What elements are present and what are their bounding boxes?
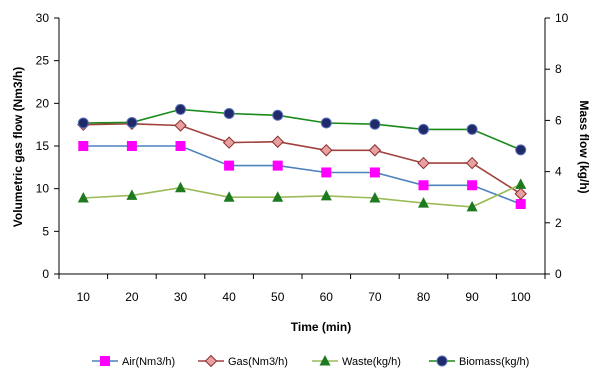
series-line-gas	[83, 122, 522, 195]
data-point-gas	[174, 119, 187, 132]
legend-marker-swatch	[204, 354, 218, 368]
legend-label: Air(Nm3/h)	[122, 356, 175, 368]
data-point-air	[224, 160, 235, 171]
y-left-tick-label: 5	[42, 224, 49, 238]
data-point-biomass	[126, 116, 138, 128]
x-tick-label: 70	[368, 290, 382, 304]
y-left-tick-label: 10	[36, 182, 50, 196]
x-tick-label: 80	[417, 290, 431, 304]
legend-item-air: Air(Nm3/h)	[92, 356, 175, 368]
data-point-waste	[77, 191, 89, 203]
legend-item-gas: Gas(Nm3/h)	[198, 354, 288, 368]
y-left-tick-label: 25	[36, 54, 50, 68]
x-tick-label: 90	[465, 290, 479, 304]
x-axis-title: Time (min)	[291, 320, 351, 334]
data-point-biomass	[515, 144, 527, 156]
x-tick-label: 50	[271, 290, 285, 304]
data-point-air	[321, 167, 332, 178]
data-point-air	[467, 180, 478, 191]
data-point-waste	[515, 178, 527, 189]
y-right-tick-label: 4	[555, 165, 562, 179]
y-axis-title-left: Volumetric gas flow (Nm3/h)	[11, 67, 25, 227]
data-point-gas	[417, 156, 430, 170]
legend-item-waste: Waste(kg/h)	[312, 355, 401, 368]
data-point-air	[418, 180, 429, 191]
data-point-waste	[126, 189, 138, 200]
chart-axes: 0 5 10 15 20 25 30 0 2 4 6 8 10 10 20 30 40 50 60 70 80 90 100	[36, 11, 569, 304]
data-point-gas	[271, 135, 284, 148]
x-tick-label: 40	[222, 290, 236, 304]
legend: Air(Nm3/h) Gas(Nm3/h) Waste(kg/h) Biomass(k…	[92, 354, 529, 368]
data-point-air	[515, 199, 526, 210]
data-point-air	[78, 141, 89, 151]
data-point-gas	[320, 144, 333, 157]
y-left-tick-label: 15	[36, 139, 50, 153]
data-point-biomass	[77, 117, 89, 129]
data-point-waste	[223, 191, 235, 202]
data-point-air	[126, 141, 137, 151]
data-point-biomass	[418, 123, 429, 135]
y-left-tick-label: 30	[36, 11, 50, 25]
legend-marker-swatch	[319, 355, 331, 366]
data-point-biomass	[175, 103, 186, 115]
data-point-waste	[175, 181, 186, 193]
data-point-gas	[465, 156, 479, 170]
x-tick-label: 10	[77, 290, 91, 304]
data-point-waste	[320, 189, 332, 201]
legend-marker-swatch	[436, 355, 448, 367]
series-line-biomass	[83, 108, 522, 151]
data-point-waste	[272, 191, 284, 202]
legend-label: Gas(Nm3/h)	[228, 356, 288, 368]
data-point-biomass	[272, 109, 284, 121]
x-tick-label: 100	[511, 290, 531, 304]
data-point-waste	[369, 191, 381, 203]
data-point-biomass	[223, 107, 235, 119]
y-right-tick-label: 8	[555, 62, 562, 76]
x-tick-label: 20	[125, 290, 139, 304]
series-line-air	[83, 145, 521, 205]
data-point-gas	[368, 144, 382, 157]
y-left-tick-label: 20	[36, 96, 50, 110]
series-line-waste	[83, 183, 522, 208]
x-tick-label: 30	[174, 290, 188, 304]
y-axis-title-right: Mass flow (kg/h)	[577, 100, 591, 193]
data-point-air	[272, 160, 283, 171]
data-point-biomass	[320, 117, 332, 129]
data-point-air	[175, 141, 186, 151]
series-lines	[83, 108, 522, 208]
data-point-air	[369, 167, 380, 178]
legend-item-biomass: Biomass(kg/h)	[429, 355, 529, 368]
series-markers	[77, 103, 527, 212]
data-point-waste	[466, 200, 478, 212]
legend-label: Waste(kg/h)	[342, 356, 401, 368]
y-right-tick-label: 2	[555, 216, 562, 230]
data-point-waste	[418, 197, 429, 208]
data-point-gas	[514, 187, 527, 200]
legend-label: Biomass(kg/h)	[459, 356, 529, 368]
data-point-biomass	[369, 118, 381, 130]
data-point-biomass	[466, 123, 478, 135]
legend-marker-swatch	[100, 356, 110, 366]
y-right-tick-label: 6	[555, 113, 562, 127]
y-right-tick-label: 10	[555, 11, 569, 25]
x-tick-label: 60	[320, 290, 334, 304]
data-point-gas	[222, 136, 236, 149]
y-right-tick-label: 0	[555, 267, 562, 281]
y-left-tick-label: 0	[42, 267, 49, 281]
